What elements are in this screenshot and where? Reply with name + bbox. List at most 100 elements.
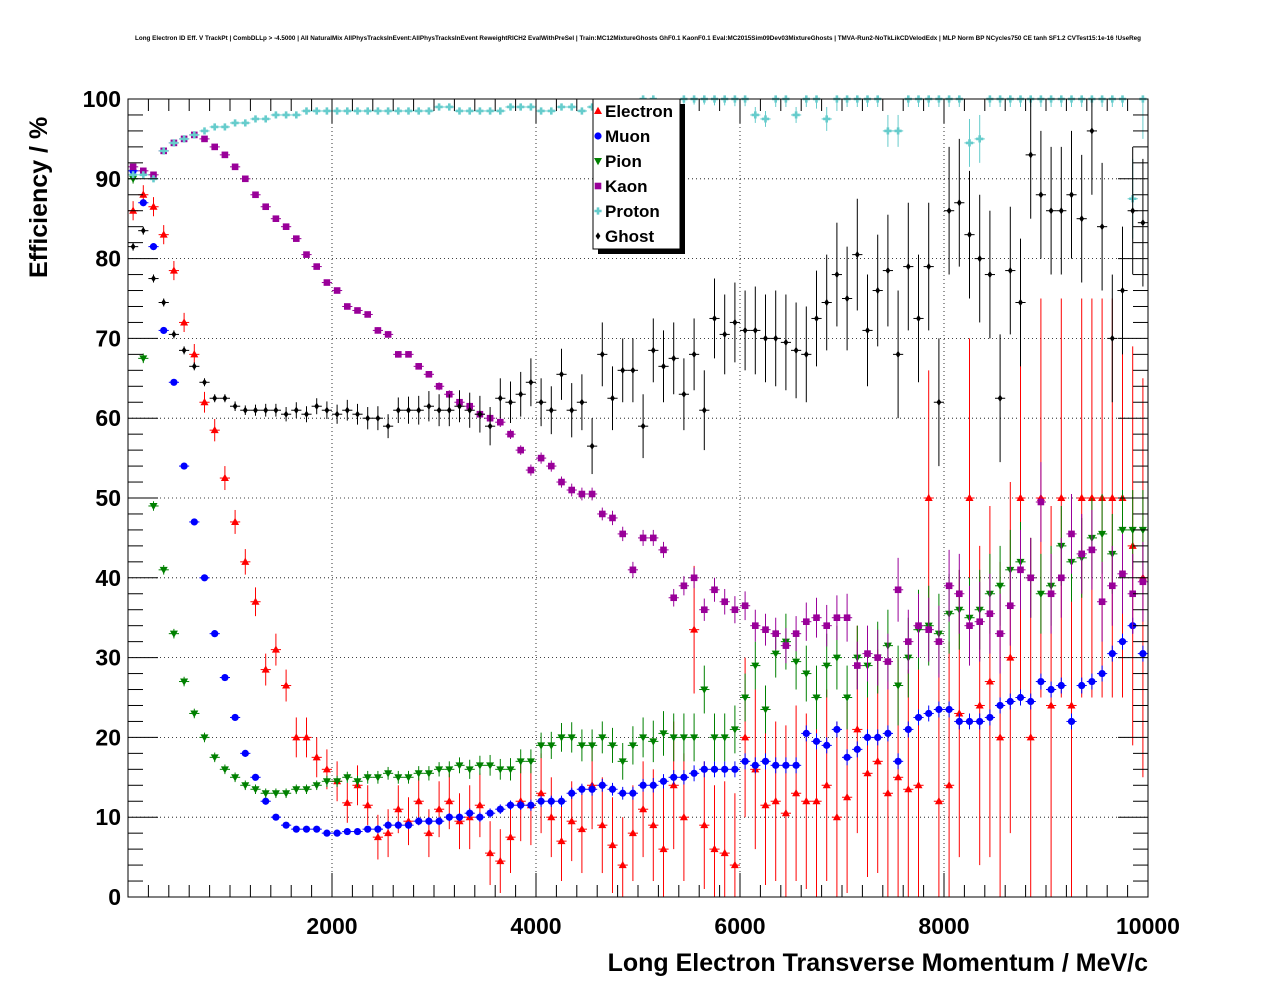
y-tick-label: 40	[95, 565, 121, 591]
electron-point	[1016, 493, 1025, 501]
electron-point	[934, 797, 943, 805]
electron-point	[975, 701, 984, 709]
muon-point	[863, 733, 872, 742]
muon-point	[1067, 717, 1076, 726]
ghost-point	[793, 346, 799, 354]
electron-point	[710, 844, 719, 853]
proton-point	[374, 107, 382, 115]
pion-point	[394, 774, 403, 782]
muon-point	[374, 825, 382, 833]
kaon-point	[527, 466, 535, 474]
ghost-point	[232, 402, 238, 410]
ghost-point	[324, 406, 330, 414]
pion-point	[567, 734, 576, 742]
kaon-point	[772, 630, 779, 637]
electron-point	[669, 781, 678, 789]
electron-point	[659, 844, 668, 853]
ghost-point	[1028, 151, 1034, 159]
proton-point	[282, 111, 290, 119]
muon-point	[1139, 650, 1147, 658]
muon-point	[680, 773, 688, 781]
muon-point	[415, 817, 423, 825]
pion-point	[1098, 530, 1107, 539]
electron-point	[802, 797, 811, 805]
kaon-point	[792, 630, 800, 637]
ghost-point	[1079, 215, 1085, 223]
ghost-point	[987, 270, 993, 279]
ghost-point	[477, 410, 483, 418]
proton-point	[894, 127, 902, 135]
ghost-point	[426, 402, 432, 410]
electron-point	[1006, 653, 1015, 661]
electron-point	[159, 230, 168, 238]
kaon-point	[680, 582, 688, 590]
ghost-point	[263, 406, 269, 414]
pion-point	[1036, 590, 1045, 598]
muon-point	[1098, 669, 1106, 678]
kaon-point	[670, 594, 677, 602]
muon-point	[466, 809, 474, 817]
electron-point	[843, 793, 852, 801]
electron-point	[486, 848, 495, 857]
proton-point	[965, 139, 974, 147]
pion-point	[761, 706, 770, 714]
proton-point	[751, 111, 759, 119]
kaon-point	[395, 351, 402, 358]
pion-point	[679, 734, 688, 742]
kaon-point	[966, 622, 973, 629]
pion-point	[220, 766, 229, 774]
muon-point	[935, 705, 943, 714]
proton-point	[415, 107, 423, 115]
electron-point	[1057, 493, 1066, 501]
grid-lines	[128, 99, 1148, 897]
ghost-point	[967, 231, 972, 239]
kaon-point	[639, 534, 647, 542]
kaon-point	[344, 303, 351, 310]
pion-point	[639, 734, 648, 742]
kaon-point	[1078, 550, 1085, 558]
ghost-point	[191, 362, 197, 370]
kaon-point	[731, 606, 739, 614]
muon-point	[976, 717, 984, 726]
y-axis-title: Efficiency / %	[25, 117, 53, 278]
kaon-point	[823, 622, 830, 629]
kaon-point	[864, 650, 871, 657]
proton-point	[547, 107, 555, 115]
proton-point	[394, 107, 402, 115]
kaon-point	[1098, 598, 1106, 606]
kaon-point	[1047, 590, 1055, 598]
ghost-point	[763, 334, 768, 342]
kaon-point	[425, 371, 433, 378]
x-tick-label: 2000	[306, 913, 357, 939]
pion-point	[292, 786, 301, 794]
muon-point	[751, 761, 759, 769]
kaon-point	[507, 430, 514, 438]
kaon-point	[568, 486, 575, 494]
muon-point	[904, 725, 912, 734]
electron-point	[363, 801, 372, 809]
ghost-point	[1069, 191, 1074, 199]
pion-point	[455, 762, 464, 770]
electron-point	[924, 493, 933, 501]
ghost-point	[732, 318, 738, 327]
kaon-point	[578, 490, 586, 498]
pion-point	[353, 778, 362, 786]
kaon-point	[609, 514, 616, 522]
proton-point	[976, 135, 984, 143]
electron-point	[424, 828, 433, 837]
ghost-point	[314, 402, 320, 410]
muon-point	[1027, 697, 1035, 706]
ghost-point	[518, 390, 524, 398]
kaon-point	[293, 235, 300, 242]
electron-point	[435, 805, 444, 813]
proton-point	[221, 123, 229, 131]
kaon-point	[854, 662, 861, 669]
ghost-point	[671, 354, 677, 362]
ghost-point	[1130, 207, 1136, 215]
kaon-point	[1088, 546, 1096, 554]
muon-point	[802, 729, 810, 738]
kaon-point	[435, 382, 443, 390]
muon-point	[619, 789, 627, 797]
muon-point	[496, 805, 504, 813]
electron-point	[628, 828, 637, 837]
